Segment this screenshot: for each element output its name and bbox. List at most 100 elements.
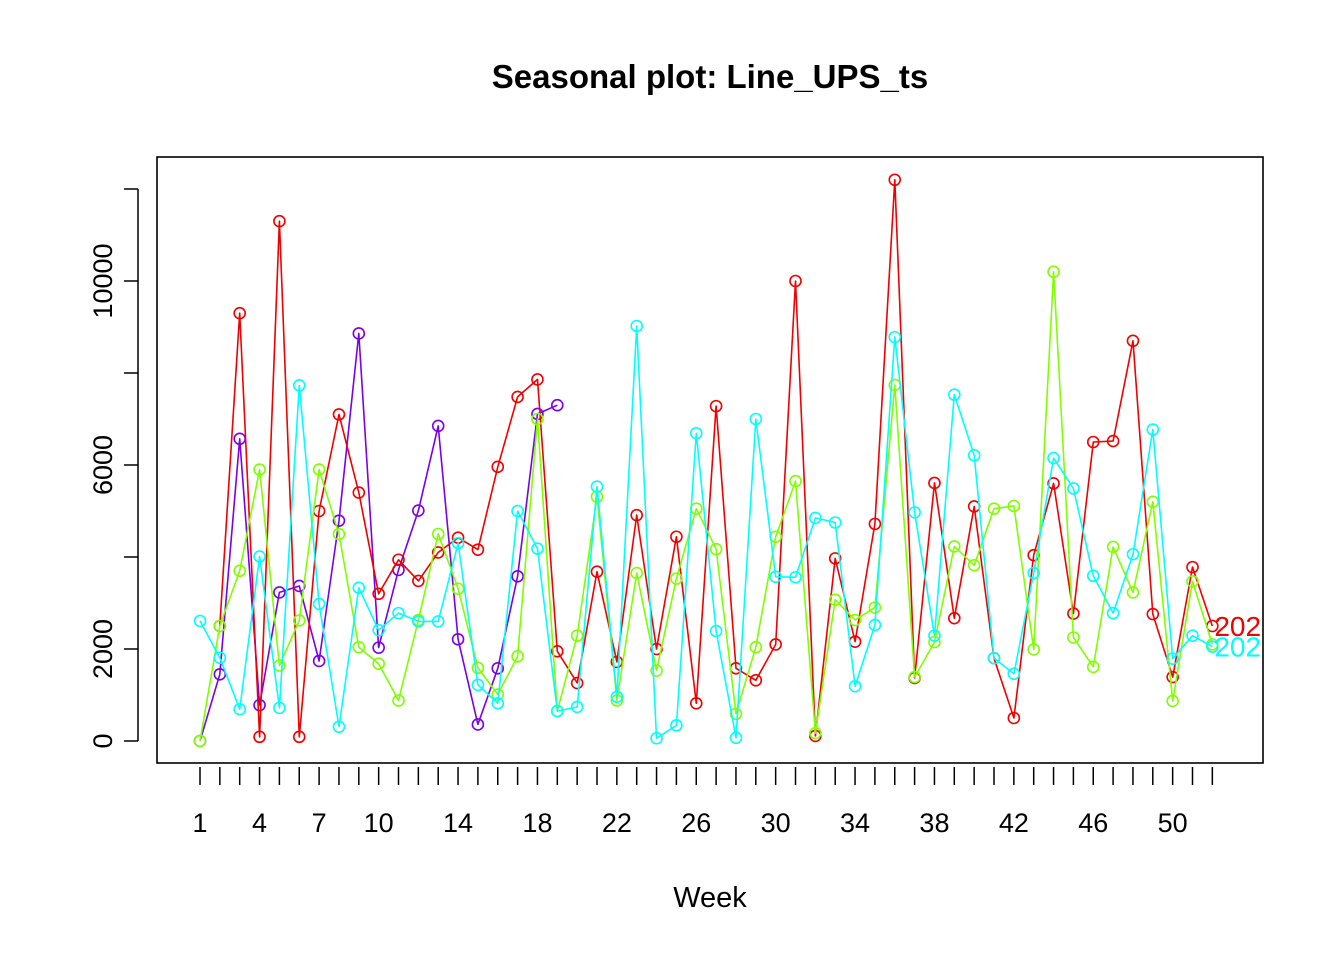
data-point (828, 552, 842, 565)
data-point (491, 460, 505, 474)
data-point (292, 379, 306, 392)
data-point (332, 408, 346, 421)
data-point (253, 463, 266, 476)
data-point (392, 553, 405, 567)
data-point (511, 504, 524, 518)
data-point (193, 614, 207, 628)
data-point (1027, 566, 1040, 580)
data-point (372, 641, 385, 654)
data-point (947, 540, 961, 553)
data-point (213, 619, 227, 633)
x-tick-label: 50 (1158, 808, 1188, 838)
data-point (928, 629, 941, 642)
data-point (372, 657, 385, 671)
data-point (550, 704, 564, 718)
data-point (273, 214, 286, 228)
data-point (471, 543, 485, 556)
data-point (908, 670, 921, 684)
x-tick-label: 22 (602, 808, 632, 838)
data-point (1186, 629, 1199, 642)
y-tick-label: 6000 (88, 435, 118, 495)
data-point (471, 718, 485, 731)
data-point (709, 542, 723, 556)
data-point (1106, 540, 1120, 554)
data-point (570, 700, 584, 714)
data-point (928, 635, 941, 649)
data-point (233, 306, 246, 320)
data-point (392, 606, 405, 620)
data-point (1067, 631, 1080, 644)
data-point (828, 516, 842, 529)
y-tick-label: 10000 (88, 243, 118, 318)
data-point (213, 651, 227, 665)
x-tick-label: 42 (999, 808, 1029, 838)
data-point (233, 702, 246, 716)
data-point (908, 506, 921, 519)
data-point (650, 642, 663, 656)
data-point (650, 664, 663, 677)
data-point (511, 390, 524, 404)
series-end-label: 202 (1214, 611, 1261, 642)
data-point (670, 530, 683, 544)
data-point (451, 582, 465, 596)
data-point (868, 601, 882, 614)
data-point (1126, 334, 1140, 348)
data-point (511, 570, 524, 583)
data-point (610, 690, 624, 704)
data-point (848, 679, 862, 693)
data-point (550, 398, 564, 412)
data-point (1126, 547, 1140, 561)
data-point (670, 719, 683, 732)
data-point (392, 694, 405, 707)
data-point (1086, 660, 1100, 674)
data-point (1047, 477, 1060, 490)
x-tick-label: 38 (919, 808, 949, 838)
data-point (1166, 694, 1179, 708)
data-point (1166, 670, 1179, 684)
chart-title: Seasonal plot: Line_UPS_ts (491, 58, 929, 95)
data-point (431, 546, 445, 559)
data-point (471, 661, 485, 675)
data-point (312, 654, 326, 668)
series-end-label: 202 (1214, 632, 1261, 663)
data-point (729, 707, 743, 721)
data-point (372, 623, 385, 637)
data-point (809, 726, 822, 740)
data-point (1086, 435, 1100, 449)
data-point (1067, 482, 1080, 495)
data-point (451, 536, 465, 550)
x-tick-label: 26 (681, 808, 711, 838)
x-tick-label: 10 (364, 808, 394, 838)
x-tick-label: 34 (840, 808, 870, 838)
data-point (749, 412, 763, 426)
data-point (789, 474, 802, 488)
data-point (253, 730, 266, 744)
x-tick-label: 18 (522, 808, 552, 838)
plot-frame (156, 156, 1264, 764)
data-point (828, 593, 842, 607)
data-point (967, 449, 981, 462)
data-point (689, 426, 703, 440)
data-point (451, 633, 465, 646)
data-point (412, 574, 425, 588)
data-point (550, 644, 564, 658)
data-point (590, 565, 604, 579)
x-tick-label: 46 (1078, 808, 1108, 838)
data-point (1047, 451, 1060, 465)
series-line (199, 270, 1214, 742)
data-point (531, 412, 544, 426)
data-point (1106, 606, 1120, 620)
data-point (1146, 423, 1160, 436)
data-point (947, 611, 961, 625)
data-point (292, 614, 306, 627)
x-tick-label: 7 (312, 808, 327, 838)
data-point (352, 640, 366, 654)
data-point (570, 629, 584, 642)
data-point (1086, 569, 1100, 583)
data-point (1186, 575, 1199, 588)
data-point (273, 701, 286, 715)
x-tick-label: 4 (252, 808, 267, 838)
data-point (789, 570, 802, 584)
data-point (193, 734, 207, 748)
